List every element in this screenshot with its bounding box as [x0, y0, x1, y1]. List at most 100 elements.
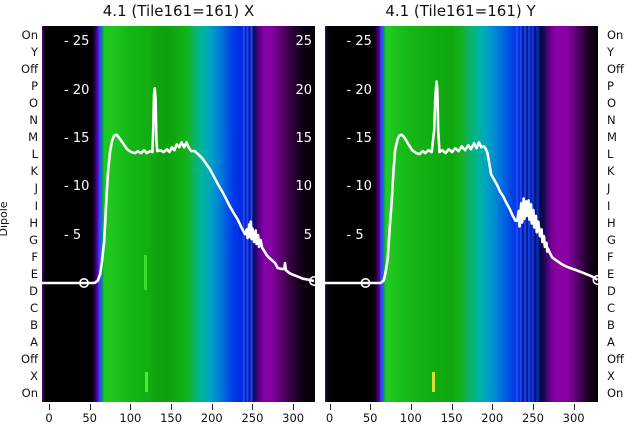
inner-tick-label-left: - 10	[64, 179, 90, 195]
x-tick-label: 50	[362, 411, 378, 425]
dipole-label: Y	[30, 45, 38, 60]
inner-tick-label-left: - 20	[64, 82, 90, 98]
rfi-streak	[145, 372, 148, 392]
inner-tick-label-left: - 5	[64, 227, 82, 243]
dipole-label: N	[607, 113, 616, 128]
x-tick-label: 100	[119, 411, 142, 425]
dipole-label: O	[28, 96, 38, 111]
dipole-label: Off	[607, 62, 624, 77]
x-tick-mark	[49, 404, 50, 410]
dipole-label: B	[607, 317, 615, 332]
dipole-label: J	[607, 181, 611, 196]
dipole-label: N	[29, 113, 38, 128]
endpoint-marker	[309, 276, 315, 286]
dipole-label: M	[28, 130, 38, 145]
x-tick-mark	[171, 404, 173, 410]
inner-tick-label-left: - 25	[346, 34, 372, 50]
dipole-label: Off	[21, 62, 38, 77]
x-tick-mark	[252, 404, 254, 410]
x-tick-label: 0	[45, 411, 53, 425]
inner-tick-label-left: - 15	[64, 131, 90, 147]
inner-tick-label-left: - 20	[346, 82, 372, 98]
dipole-label: L	[607, 147, 614, 162]
dipole-label: F	[31, 249, 38, 264]
panel-title-x: 4.1 (Tile161=161) X	[102, 2, 255, 20]
x-tick-mark	[492, 404, 494, 410]
x-tick-label: 100	[399, 411, 422, 425]
dipole-label: K	[30, 164, 38, 179]
dipole-label: I	[607, 198, 611, 213]
x-tick-mark	[89, 404, 91, 410]
x-tick-mark	[130, 404, 132, 410]
x-tick-mark	[451, 404, 453, 410]
dipole-label: On	[21, 28, 38, 42]
dipole-label: M	[607, 130, 617, 145]
dipole-axis-left: On Y Off P O N M L K J I H G F E D C B A Off X On	[0, 0, 38, 440]
dipole-label: On	[21, 386, 38, 401]
dipole-label: G	[607, 232, 616, 247]
inner-tick-label-right: 15	[295, 131, 312, 147]
x-tick-mark	[410, 404, 412, 410]
spectrum-curve-layer	[42, 86, 315, 289]
x-tick-label: 300	[562, 411, 585, 425]
x-tick-mark	[211, 404, 213, 410]
inner-tick-label-right: 25	[295, 34, 312, 50]
endpoint-marker	[78, 278, 89, 289]
spectrum-curve	[42, 86, 315, 285]
x-tick-mark	[370, 404, 372, 410]
dipole-label: F	[607, 249, 614, 264]
dipole-label: B	[30, 317, 38, 332]
inner-tick-label-right: 10	[295, 179, 312, 195]
dipole-label: A	[30, 334, 38, 349]
dipole-label: G	[29, 232, 38, 247]
dipole-label: D	[29, 283, 38, 298]
x-tick-label: 50	[82, 411, 97, 425]
inner-tick-label-left: - 15	[346, 131, 372, 147]
dipole-label: Off	[21, 351, 38, 366]
x-tick-label: 200	[200, 411, 223, 425]
endpoint-marker	[359, 278, 370, 289]
heatmap-panel-y: - 25 - 20 - 15 - 10 - 5	[324, 26, 598, 402]
endpoint-marker	[592, 275, 598, 285]
inner-tick-label-left: - 5	[346, 227, 364, 243]
x-tick-mark	[329, 404, 331, 410]
x-tick-label: 300	[282, 411, 305, 425]
inner-tick-label-left: - 25	[64, 34, 90, 50]
x-tick-label: 150	[440, 411, 463, 425]
dipole-label: Y	[607, 45, 615, 60]
dipole-label: P	[607, 79, 614, 94]
rfi-streak	[431, 372, 435, 392]
dipole-label: X	[607, 369, 615, 383]
inner-tick-label-right: 5	[303, 227, 312, 243]
x-tick-label: 150	[160, 411, 183, 425]
dipole-label: E	[607, 266, 615, 281]
rfi-streak	[144, 255, 147, 290]
dipole-label: C	[29, 300, 38, 315]
x-tick-mark	[573, 404, 575, 410]
x-tick-mark	[532, 404, 534, 410]
dipole-label: E	[30, 266, 38, 281]
dipole-label: Off	[607, 351, 624, 366]
dipole-label: L	[31, 147, 38, 162]
dipole-label: I	[34, 198, 38, 213]
dipole-label: On	[607, 28, 624, 42]
spectrum-curve-layer	[324, 80, 598, 289]
dipole-label: P	[31, 79, 38, 94]
dipole-axis-right: On Y Off P O N M L K J I H G F E D C B A Off X On	[607, 0, 640, 440]
dipole-label: K	[607, 164, 615, 179]
heatmap-panel-x: - 25 25 - 20 20 - 15 15 - 10 10 - 5 5	[42, 26, 315, 402]
panel-title-y: 4.1 (Tile161=161) Y	[385, 2, 536, 20]
spectrum-curve	[324, 80, 598, 285]
dipole-label: C	[607, 300, 616, 315]
dipole-label: X	[30, 369, 38, 383]
x-tick-label: 200	[481, 411, 504, 425]
x-tick-label: 250	[521, 411, 544, 425]
dipole-label: A	[607, 334, 615, 349]
x-tick-mark	[293, 404, 295, 410]
x-tick-label: 250	[241, 411, 264, 425]
dipole-label: J	[34, 181, 38, 196]
dipole-label: H	[29, 215, 38, 230]
x-tick-label: 0	[325, 411, 334, 425]
inner-tick-label-left: - 10	[346, 179, 372, 195]
